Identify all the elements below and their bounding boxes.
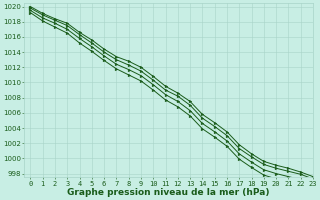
X-axis label: Graphe pression niveau de la mer (hPa): Graphe pression niveau de la mer (hPa) [68,188,270,197]
